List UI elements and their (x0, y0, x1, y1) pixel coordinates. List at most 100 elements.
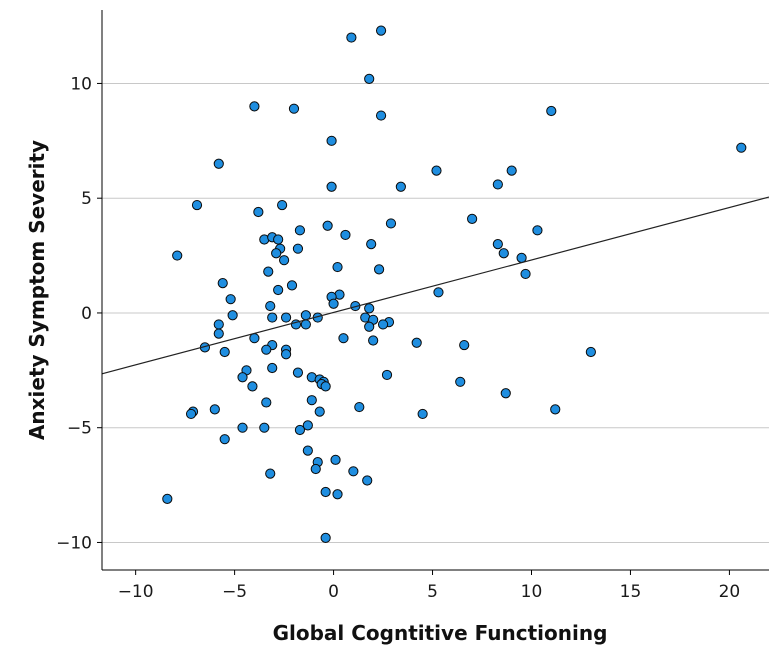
data-point-75 (219, 346, 230, 358)
data-point-5 (375, 110, 387, 121)
x-tick-label-1: −5 (222, 582, 247, 602)
data-point-31 (498, 248, 509, 259)
fit-line (101, 196, 769, 375)
data-point-19 (385, 218, 397, 229)
data-point-16 (277, 199, 288, 211)
data-point-42 (273, 284, 284, 296)
data-point-37 (373, 264, 385, 275)
data-point-90 (306, 395, 317, 406)
data-point-13 (395, 181, 406, 192)
data-point-33 (172, 250, 183, 261)
data-point-23 (340, 229, 351, 241)
data-point-103 (219, 434, 230, 445)
data-point-114 (320, 532, 331, 543)
data-point-70 (459, 339, 470, 351)
y-tick-label-4: 10 (70, 74, 92, 94)
data-point-43 (433, 287, 444, 298)
x-axis-title: Global Cogntitive Functioning (273, 621, 608, 645)
data-point-32 (271, 248, 282, 259)
data-point-47 (328, 298, 339, 309)
data-point-62 (213, 319, 224, 330)
data-point-73 (261, 344, 272, 355)
data-point-91 (261, 397, 272, 408)
data-point-34 (516, 252, 527, 263)
data-point-105 (330, 454, 341, 465)
data-point-87 (320, 381, 331, 392)
data-point-63 (364, 321, 375, 332)
data-point-110 (362, 475, 373, 486)
data-point-107 (310, 463, 321, 475)
data-point-20 (322, 220, 333, 231)
data-point-108 (348, 466, 359, 477)
data-point-49 (265, 300, 276, 312)
data-point-30 (292, 243, 304, 254)
data-point-67 (368, 335, 379, 346)
data-point-64 (213, 328, 224, 339)
x-tick-label-3: 5 (427, 582, 438, 602)
data-point-36 (332, 261, 343, 273)
data-point-85 (455, 376, 466, 387)
data-point-104 (302, 445, 313, 456)
x-tick-label-0: −10 (118, 582, 154, 602)
data-point-0 (346, 32, 357, 43)
grid-lines (102, 82, 769, 543)
data-point-46 (225, 294, 236, 305)
x-tick-label-4: 10 (521, 582, 543, 602)
data-point-35 (278, 255, 290, 266)
data-point-4 (288, 103, 300, 114)
data-point-50 (364, 303, 375, 314)
data-point-26 (273, 234, 284, 245)
data-point-93 (550, 404, 561, 415)
data-point-2 (364, 73, 375, 84)
data-point-102 (294, 424, 306, 436)
data-point-99 (302, 420, 313, 431)
data-point-15 (191, 199, 203, 211)
data-point-39 (263, 266, 274, 277)
data-point-28 (366, 238, 377, 250)
data-points (162, 25, 747, 543)
data-point-14 (326, 181, 337, 192)
y-tick-label-3: 5 (81, 189, 92, 209)
data-point-55 (280, 312, 292, 323)
y-axis-title: Anxiety Symptom Severity (25, 140, 49, 440)
data-point-89 (500, 388, 511, 399)
data-point-52 (227, 310, 238, 321)
data-point-7 (736, 142, 747, 153)
y-tick-label-0: −10 (56, 533, 92, 553)
data-point-41 (286, 280, 298, 291)
data-point-74 (585, 346, 596, 358)
x-tick-label-6: 20 (719, 582, 741, 602)
data-point-12 (492, 179, 503, 190)
data-point-101 (259, 422, 270, 433)
data-point-88 (247, 381, 258, 392)
data-point-3 (249, 101, 260, 112)
data-point-100 (237, 422, 248, 433)
data-point-81 (381, 369, 393, 381)
data-point-92 (354, 401, 365, 413)
y-tick-label-1: −5 (67, 419, 92, 439)
data-point-38 (520, 268, 531, 280)
data-point-111 (320, 486, 331, 498)
data-point-66 (249, 333, 260, 344)
data-point-17 (253, 206, 264, 218)
data-point-10 (431, 165, 442, 176)
fit-line-group (101, 196, 769, 375)
data-point-80 (237, 372, 248, 383)
data-point-79 (292, 367, 304, 378)
data-point-18 (467, 213, 478, 224)
data-point-97 (185, 408, 197, 420)
data-point-94 (209, 404, 220, 415)
data-point-96 (314, 406, 325, 417)
x-tick-labels: −10 −5 0 5 10 15 20 (118, 570, 741, 602)
data-point-113 (162, 493, 173, 504)
x-tick-label-2: 0 (328, 582, 339, 602)
data-point-22 (294, 225, 306, 236)
data-point-65 (338, 333, 349, 344)
x-tick-label-5: 15 (620, 582, 642, 602)
y-tick-labels: −10 −5 0 5 10 (56, 74, 102, 553)
data-point-56 (267, 312, 278, 323)
data-point-27 (492, 238, 503, 250)
data-point-76 (280, 349, 292, 360)
data-point-9 (213, 158, 224, 169)
